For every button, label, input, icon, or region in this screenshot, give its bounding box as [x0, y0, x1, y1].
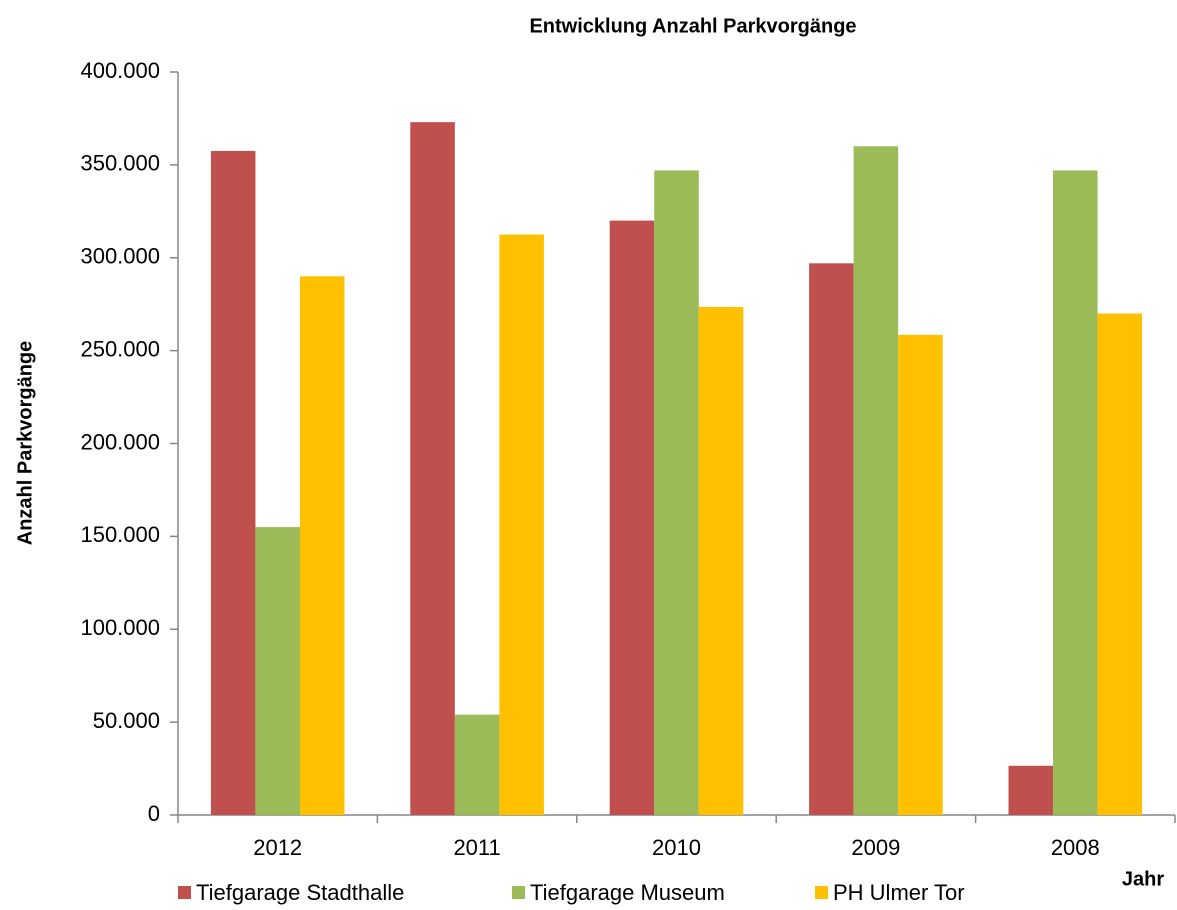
x-axis-title: Jahr	[1122, 868, 1164, 890]
bar	[1097, 313, 1143, 815]
y-tick-label: 350.000	[80, 151, 160, 176]
legend-swatch	[512, 886, 525, 899]
x-tick-label: 2011	[453, 835, 500, 860]
legend-swatch	[815, 886, 828, 899]
bar	[853, 146, 899, 816]
bar	[410, 122, 455, 816]
y-tick-label: 300.000	[80, 244, 160, 269]
bar	[454, 714, 500, 815]
y-tick-label: 200.000	[80, 429, 160, 454]
x-tick-label: 2009	[851, 835, 900, 860]
bar	[609, 220, 655, 816]
x-tick-label: 2010	[652, 835, 701, 860]
legend-swatch	[178, 886, 191, 899]
y-axis-title: Anzahl Parkvorgänge	[14, 341, 36, 546]
legend-label: PH Ulmer Tor	[833, 880, 965, 905]
bar	[1008, 765, 1054, 815]
chart-title: Entwicklung Anzahl Parkvorgänge	[529, 15, 856, 37]
x-tick-label: 2008	[1051, 835, 1100, 860]
y-tick-label: 50.000	[93, 708, 160, 733]
y-tick-label: 100.000	[80, 615, 160, 640]
bar	[1053, 170, 1098, 815]
legend-label: Tiefgarage Stadthalle	[196, 880, 404, 905]
bar	[698, 306, 744, 815]
bar	[898, 334, 943, 815]
y-tick-label: 250.000	[80, 336, 160, 361]
bar	[654, 170, 699, 815]
y-tick-label: 0	[148, 801, 160, 826]
bar	[499, 234, 544, 815]
bar	[299, 276, 345, 815]
bar	[255, 527, 300, 815]
y-tick-label: 400.000	[80, 58, 160, 83]
bar	[210, 150, 256, 816]
legend-label: Tiefgarage Museum	[530, 880, 725, 905]
bar	[809, 263, 854, 815]
x-tick-label: 2012	[253, 835, 302, 860]
y-tick-label: 150.000	[80, 522, 160, 547]
